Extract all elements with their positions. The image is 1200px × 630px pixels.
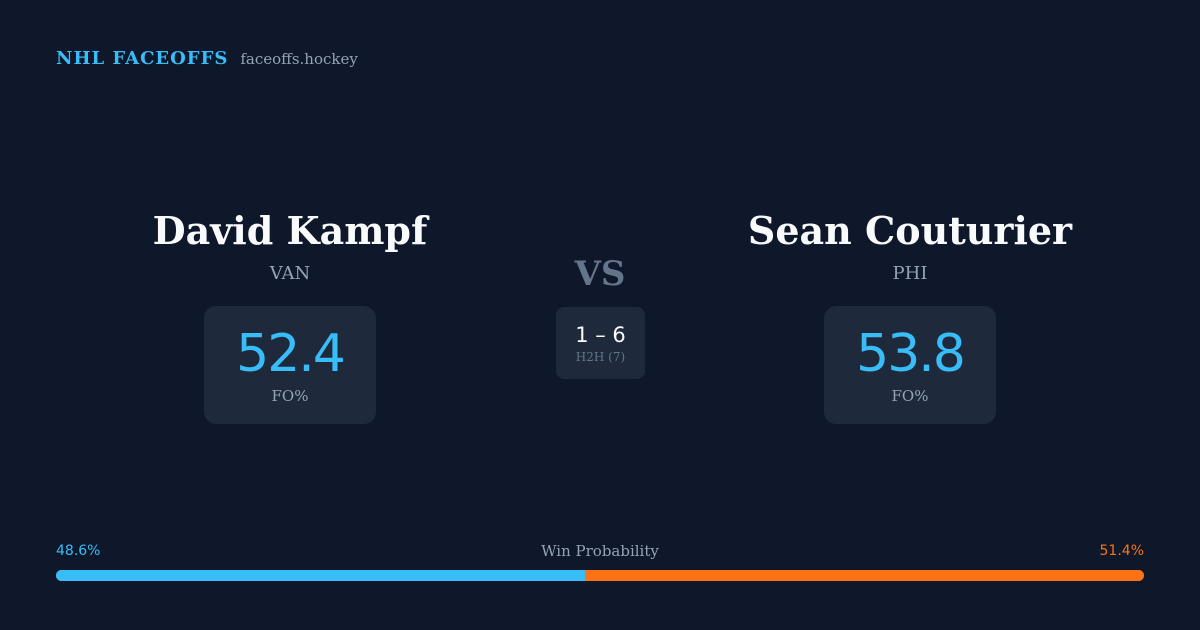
- right-fo-value: 53.8: [856, 324, 966, 384]
- win-probability-bar: [56, 570, 1144, 581]
- brand-header: NHL FACEOFFS faceoffs.hockey: [56, 48, 358, 69]
- brand-site: faceoffs.hockey: [240, 50, 358, 68]
- vs-label: VS: [574, 254, 626, 294]
- win-probability-bar-right: [584, 570, 1144, 581]
- right-fo-label: FO%: [891, 387, 929, 405]
- right-player-name: Sean Couturier: [747, 208, 1073, 253]
- brand-name: NHL FACEOFFS: [56, 48, 229, 69]
- win-probability-bar-left: [56, 570, 585, 581]
- left-player-name: David Kampf: [152, 208, 428, 253]
- win-probability-left: 48.6%: [56, 543, 101, 559]
- right-fo-card: 53.8 FO%: [824, 306, 996, 424]
- left-player-panel: David Kampf VAN 52.4 FO%: [50, 204, 530, 424]
- head-to-head-score: 1 – 6: [575, 323, 626, 347]
- left-player-team: VAN: [269, 263, 311, 284]
- right-player-team: PHI: [892, 263, 928, 284]
- win-probability-right: 51.4%: [1099, 543, 1144, 559]
- left-fo-label: FO%: [271, 387, 309, 405]
- right-player-panel: Sean Couturier PHI 53.8 FO%: [670, 204, 1150, 424]
- win-probability-title: Win Probability: [541, 542, 659, 560]
- left-fo-card: 52.4 FO%: [204, 306, 376, 424]
- head-to-head-label: H2H (7): [575, 350, 626, 364]
- left-fo-value: 52.4: [236, 324, 346, 384]
- head-to-head-card: 1 – 6 H2H (7): [556, 307, 645, 379]
